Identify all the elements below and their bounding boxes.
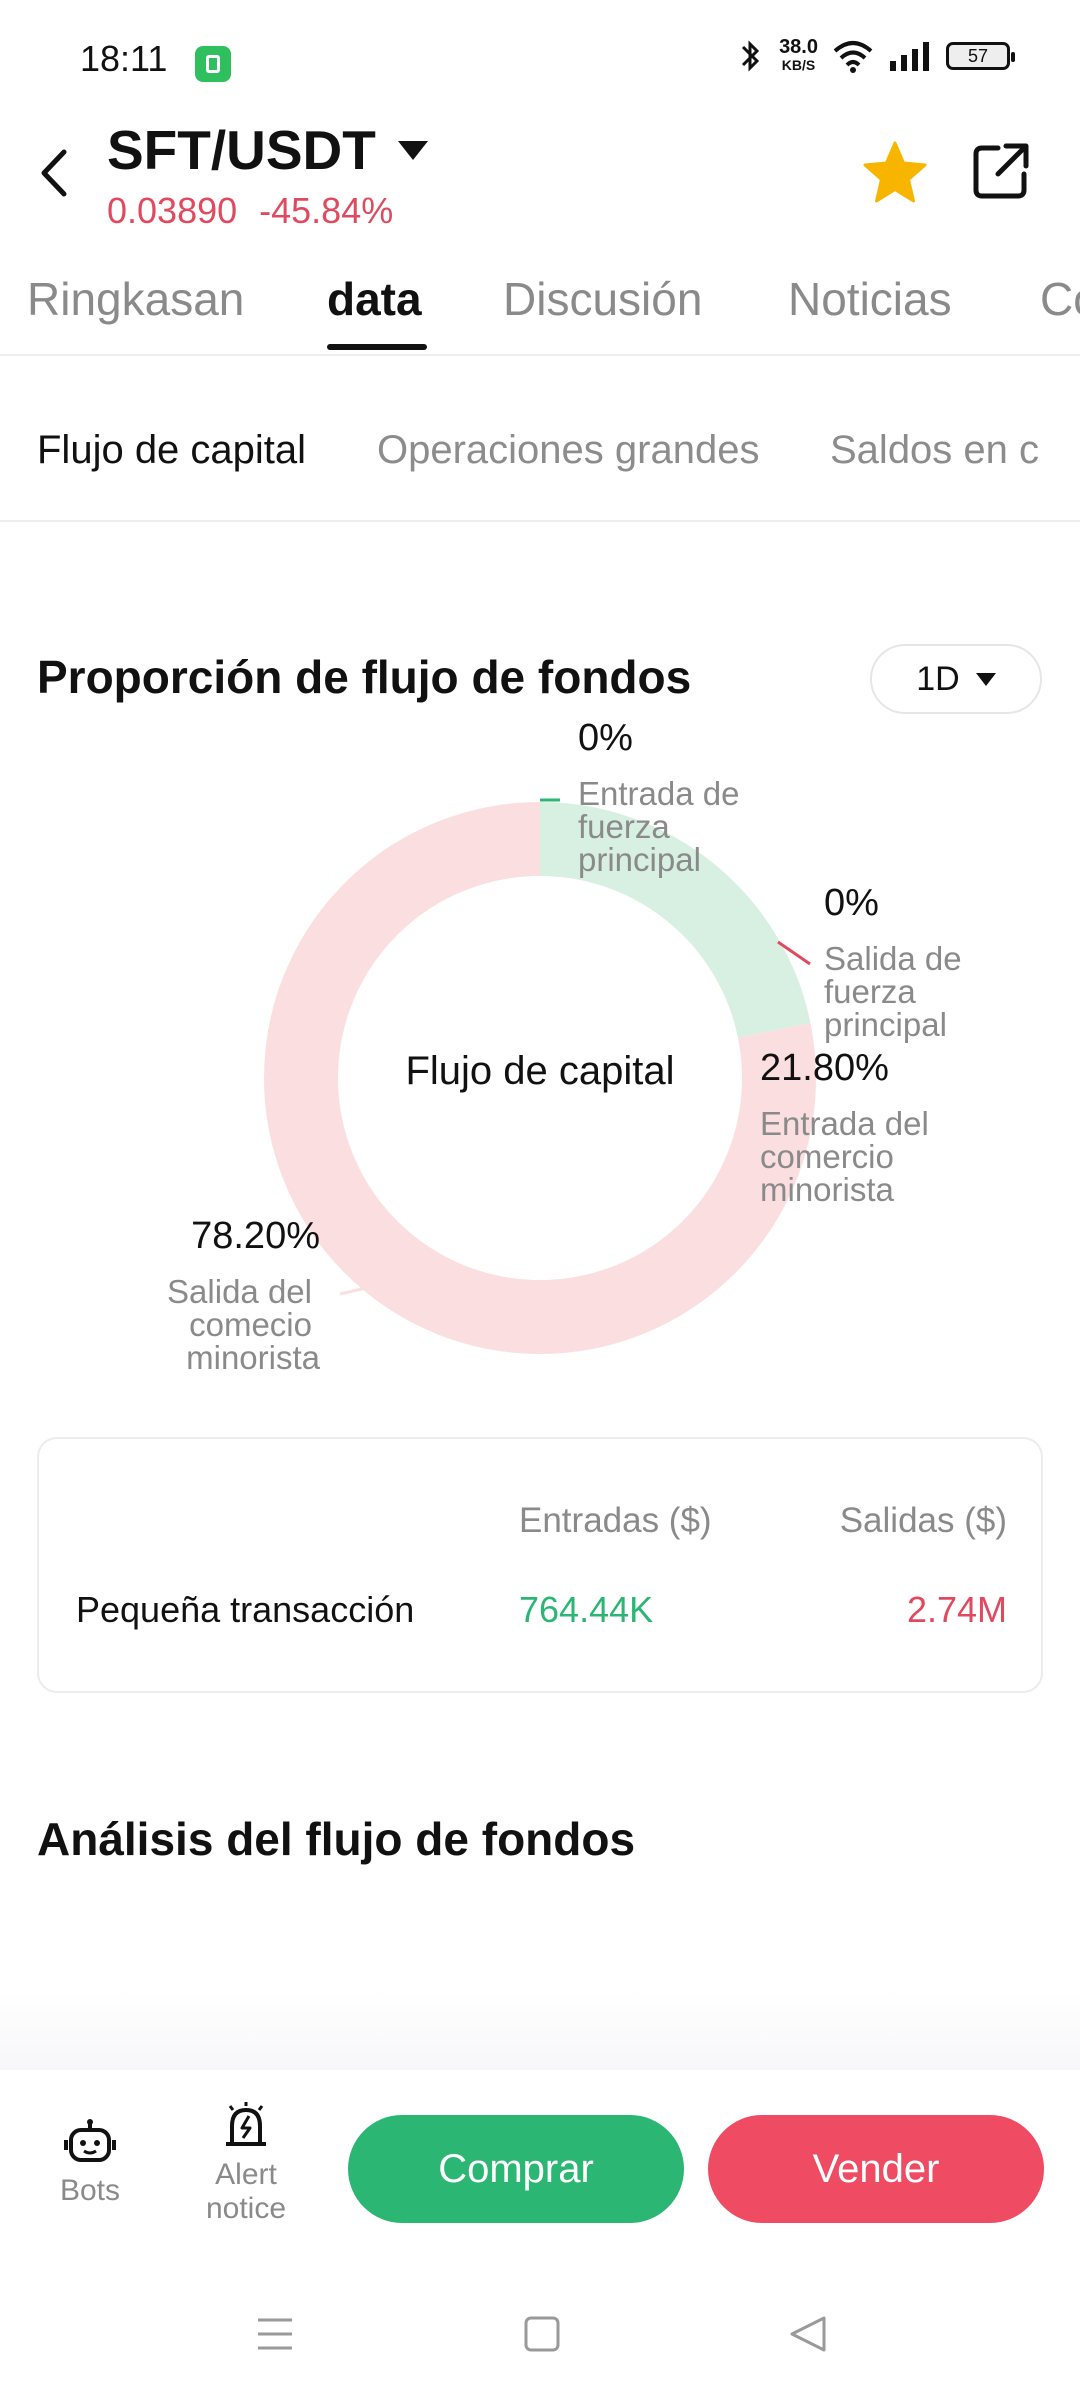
alert-label-line2: notice: [205, 2192, 287, 2225]
home-icon[interactable]: [524, 2316, 560, 2352]
leader-line-retail-out: [339, 1286, 367, 1296]
tab-ringkasan[interactable]: Ringkasan: [27, 273, 245, 325]
battery-level: 57: [967, 45, 989, 66]
pair-selector[interactable]: SFT/USDT: [107, 118, 428, 182]
column-header-outflow: Salidas ($): [839, 1501, 1007, 1540]
donut-center-label: Flujo de capital: [405, 1049, 674, 1093]
last-price: 0.03890: [107, 190, 238, 231]
bluetooth-icon: [742, 40, 760, 72]
wifi-icon: [833, 41, 873, 73]
slice-label-main-in: Entrada de fuerza principal: [578, 775, 739, 878]
donut-slice-3: [264, 802, 816, 1354]
network-speed-unit: KB/S: [781, 57, 816, 73]
status-time: 18:11: [80, 38, 168, 79]
analysis-title: Análisis del flujo de fondos: [37, 1813, 636, 1865]
tab-more[interactable]: Co: [1040, 273, 1080, 325]
main-tabs: Ringkasan data Discusión Noticias Co: [0, 262, 1080, 356]
tab-discusion[interactable]: Discusión: [503, 273, 703, 325]
signal-icon: [890, 42, 929, 71]
flow-table: Entradas ($) Salidas ($) Pequeña transac…: [37, 1437, 1043, 1693]
favorite-star-icon[interactable]: [860, 138, 930, 208]
alarm-icon: [226, 2102, 266, 2146]
slice-label-retail-in: Entrada del comercio minorista: [760, 1105, 929, 1208]
buy-button[interactable]: Comprar: [348, 2115, 684, 2223]
network-speed-value: 38.0: [779, 36, 818, 58]
slice-value-main-out: 0%: [824, 882, 879, 924]
subtab-operaciones-grandes[interactable]: Operaciones grandes: [377, 428, 760, 472]
sell-button[interactable]: Vender: [708, 2115, 1044, 2223]
system-nav-bar: [258, 2316, 826, 2352]
tab-data[interactable]: data: [327, 273, 422, 325]
row-outflow: 2.74M: [906, 1589, 1007, 1630]
price-line: 0.03890 -45.84%: [107, 190, 393, 232]
battery-icon: 57: [946, 42, 1015, 70]
subtab-flujo-de-capital[interactable]: Flujo de capital: [37, 428, 307, 472]
slice-value-retail-out: 78.20%: [191, 1215, 320, 1257]
share-icon[interactable]: [970, 140, 1032, 202]
data-subtabs: Flujo de capital Operaciones grandes Sal…: [0, 420, 1080, 522]
network-speed: 38.0 KB/S: [779, 36, 818, 74]
leader-line-main-out: [777, 940, 811, 966]
row-label: Pequeña transacción: [76, 1589, 415, 1630]
back-nav-icon[interactable]: [790, 2316, 826, 2352]
capital-flow-donut-chart: Flujo de capital 0% Entrada de fuerza prin…: [167, 717, 962, 1376]
robot-icon: [64, 2119, 116, 2162]
caret-down-icon: [975, 672, 996, 686]
bottom-fade: [0, 1990, 1080, 2070]
column-header-inflow: Entradas ($): [519, 1501, 712, 1540]
menu-icon[interactable]: [258, 2318, 292, 2350]
back-arrow-icon[interactable]: [34, 148, 74, 198]
price-change: -45.84%: [259, 190, 394, 231]
alert-label-line1: Alert: [215, 2158, 277, 2191]
slice-label-main-out: Salida de fuerza principal: [824, 940, 962, 1043]
active-tab-indicator: [327, 344, 427, 350]
slice-value-main-in: 0%: [578, 717, 633, 759]
period-selector[interactable]: 1D: [870, 644, 1042, 714]
slice-value-retail-in: 21.80%: [760, 1047, 889, 1089]
slice-label-retail-out: Salida del comecio minorista: [167, 1273, 321, 1376]
caret-down-icon: [397, 140, 428, 160]
bots-button[interactable]: Bots: [40, 2118, 140, 2208]
subtab-saldos[interactable]: Saldos en c: [830, 428, 1040, 472]
proportion-title: Proporción de flujo de fondos: [37, 651, 692, 703]
app-notification-icon: [195, 46, 231, 82]
row-inflow: 764.44K: [519, 1589, 654, 1630]
period-value: 1D: [916, 659, 960, 698]
status-icons: 38.0 KB/S 57: [735, 36, 1015, 74]
alert-notice-button[interactable]: Alert notice: [186, 2100, 306, 2226]
pair-title: SFT/USDT: [107, 119, 376, 181]
bots-label: Bots: [59, 2174, 121, 2207]
bottom-action-bar: Bots Alert notice Comprar Vender: [0, 2070, 1080, 2270]
tab-noticias[interactable]: Noticias: [788, 273, 952, 325]
